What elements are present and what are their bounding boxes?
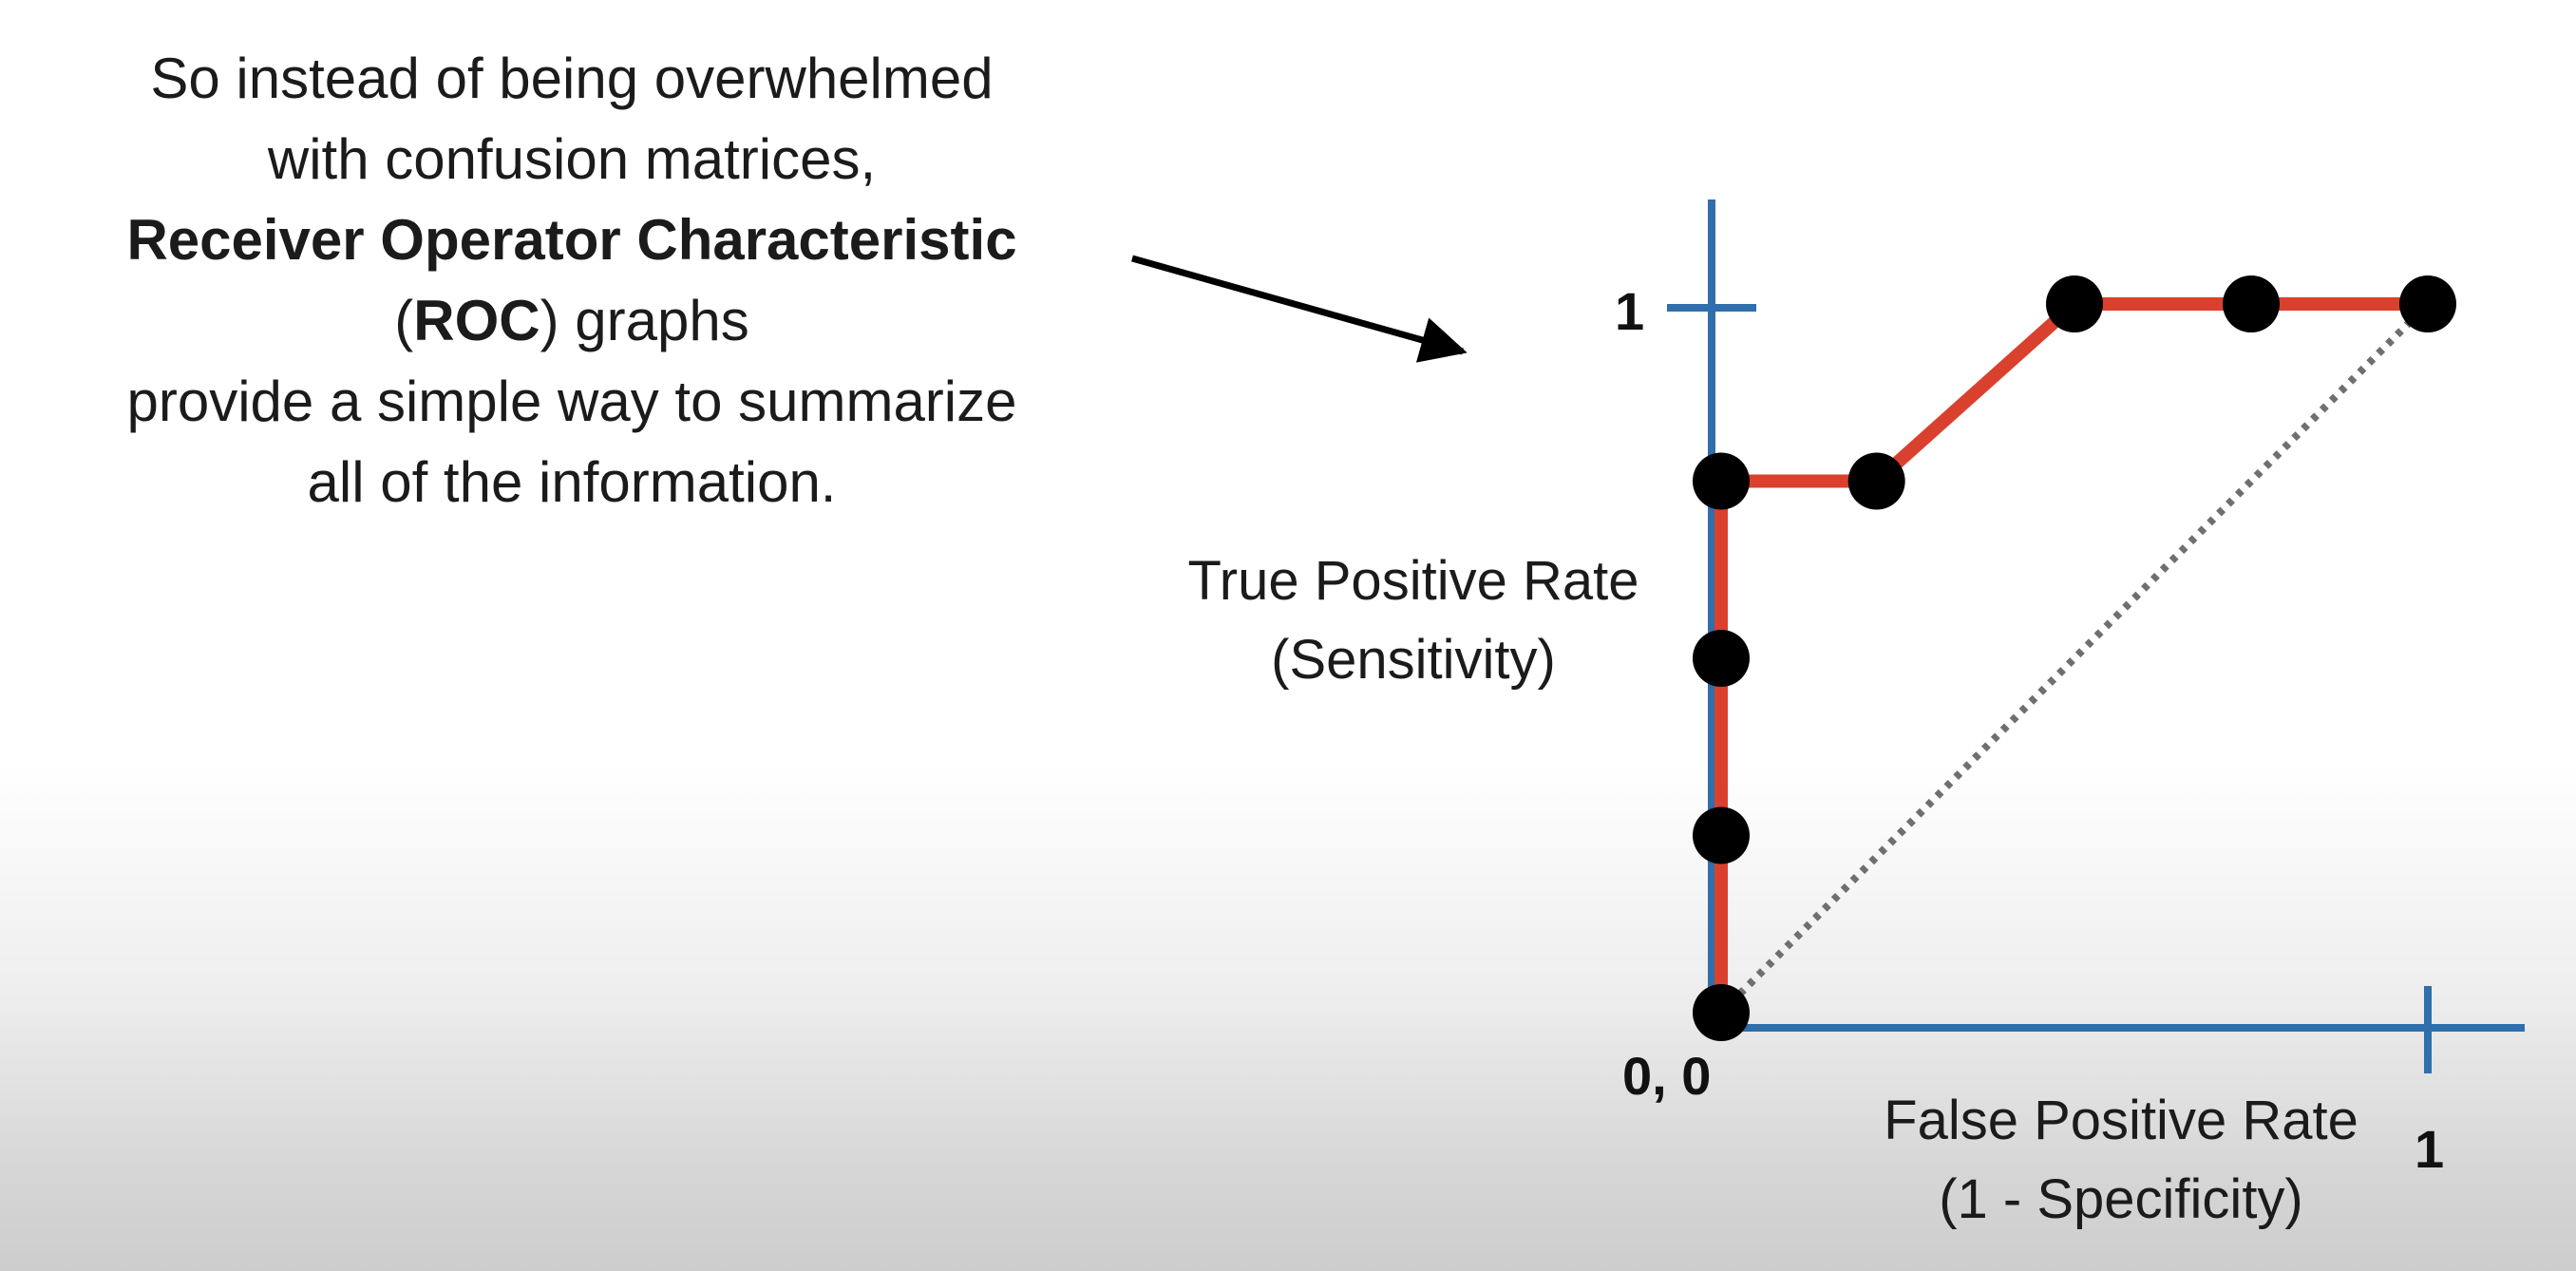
roc-point-7 (2399, 275, 2456, 332)
roc-point-5 (2046, 275, 2103, 332)
caption-line-4: (ROC) graphs (21, 280, 1123, 361)
random-classifier-reference-line (1718, 301, 2431, 1015)
roc-point-4 (1847, 452, 1905, 510)
caption-text: So instead of being overwhelmed with con… (21, 38, 1123, 522)
caption-line-1: So instead of being overwhelmed (150, 47, 994, 110)
origin-label: 0, 0 (1622, 1046, 1711, 1106)
pointer-arrow (1131, 255, 1468, 363)
roc-point-1 (1693, 806, 1750, 864)
caption-line-3: Receiver Operator Characteristic (21, 199, 1123, 280)
roc-point-3 (1693, 452, 1750, 510)
roc-point-0 (1693, 984, 1750, 1041)
y-axis-label-line-1: True Positive Rate (1188, 550, 1639, 612)
caption-roc-full-name: Receiver Operator Characteristic (126, 208, 1017, 272)
roc-point-6 (2223, 275, 2280, 332)
x-axis-label-line-1: False Positive Rate (1884, 1090, 2358, 1151)
caption-graphs-text: ) graphs (540, 289, 749, 352)
caption-roc-abbr: ROC (413, 289, 540, 352)
caption-line-5: provide a simple way to summarize (126, 370, 1017, 433)
caption-line-6: all of the information. (307, 450, 837, 514)
x-axis-label-line-2: (1 - Specificity) (1939, 1168, 2303, 1230)
caption-paren-open: ( (394, 289, 414, 352)
x-tick-label: 1 (2415, 1119, 2444, 1179)
y-tick-label: 1 (1615, 281, 1644, 341)
roc-point-2 (1693, 630, 1750, 687)
caption-line-2: with confusion matrices, (267, 127, 877, 191)
roc-points (1693, 275, 2456, 1041)
y-axis-label-line-2: (Sensitivity) (1271, 629, 1556, 691)
